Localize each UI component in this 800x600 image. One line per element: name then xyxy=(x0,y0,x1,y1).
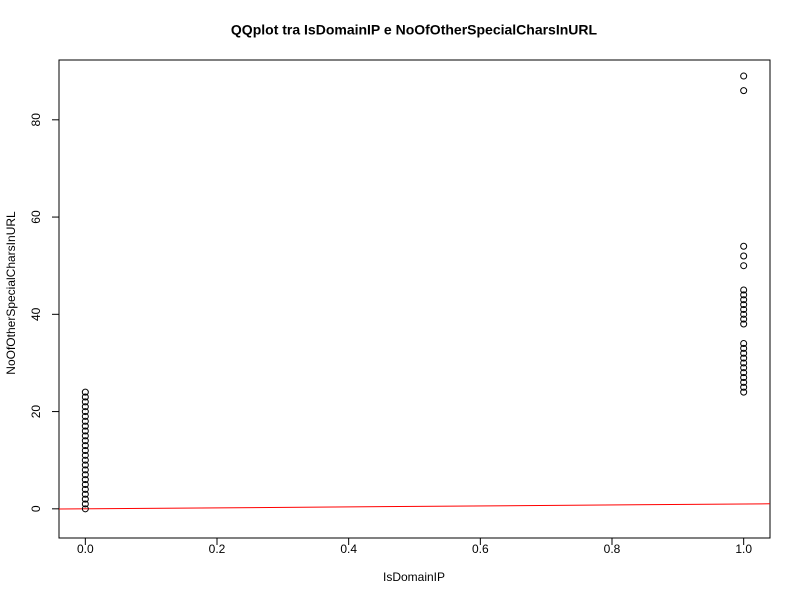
x-tick-label: 1.0 xyxy=(735,542,752,556)
point xyxy=(81,451,89,459)
point xyxy=(740,374,748,382)
point xyxy=(740,388,748,396)
point xyxy=(740,301,748,309)
point xyxy=(81,403,89,411)
point xyxy=(740,369,748,377)
point xyxy=(740,383,748,391)
point xyxy=(740,344,748,352)
point xyxy=(740,291,748,299)
point xyxy=(740,378,748,386)
point xyxy=(81,422,89,430)
point xyxy=(81,393,89,401)
point xyxy=(740,242,748,250)
y-tick-label: 60 xyxy=(29,210,43,224)
point xyxy=(81,398,89,406)
point xyxy=(81,456,89,464)
x-tick-label: 0.0 xyxy=(77,542,94,556)
point xyxy=(740,305,748,313)
chart-title: QQplot tra IsDomainIP e NoOfOtherSpecial… xyxy=(231,22,598,38)
point xyxy=(740,296,748,304)
point xyxy=(740,339,748,347)
plot-frame xyxy=(58,59,771,539)
point xyxy=(81,417,89,425)
x-tick-label: 0.2 xyxy=(209,542,226,556)
point xyxy=(81,432,89,440)
y-tick-label: 20 xyxy=(29,405,43,419)
y-axis-label: NoOfOtherSpecialCharsInURL xyxy=(4,211,18,375)
point xyxy=(81,461,89,469)
point xyxy=(81,490,89,498)
point xyxy=(81,412,89,420)
point xyxy=(740,87,748,95)
point xyxy=(81,466,89,474)
point xyxy=(740,72,748,80)
y-tick-label: 0 xyxy=(29,505,43,512)
x-tick-label: 0.8 xyxy=(604,542,621,556)
y-tick-label: 80 xyxy=(29,113,43,127)
point xyxy=(81,495,89,503)
point xyxy=(81,427,89,435)
point xyxy=(81,388,89,396)
point xyxy=(740,359,748,367)
point xyxy=(740,286,748,294)
point xyxy=(740,310,748,318)
point xyxy=(81,500,89,508)
point xyxy=(81,446,89,454)
point xyxy=(81,471,89,479)
point xyxy=(81,481,89,489)
point xyxy=(740,354,748,362)
point xyxy=(740,364,748,372)
point xyxy=(81,476,89,484)
point xyxy=(81,408,89,416)
y-tick-label: 40 xyxy=(29,307,43,321)
point xyxy=(81,505,89,513)
point xyxy=(81,442,89,450)
point xyxy=(740,262,748,270)
point xyxy=(81,437,89,445)
point xyxy=(740,349,748,357)
point xyxy=(81,485,89,493)
point xyxy=(740,315,748,323)
reference-line xyxy=(58,503,771,510)
x-axis-label: IsDomainIP xyxy=(383,570,445,584)
point xyxy=(740,320,748,328)
point xyxy=(740,252,748,260)
x-tick-label: 0.4 xyxy=(340,542,357,556)
x-tick-label: 0.6 xyxy=(472,542,489,556)
